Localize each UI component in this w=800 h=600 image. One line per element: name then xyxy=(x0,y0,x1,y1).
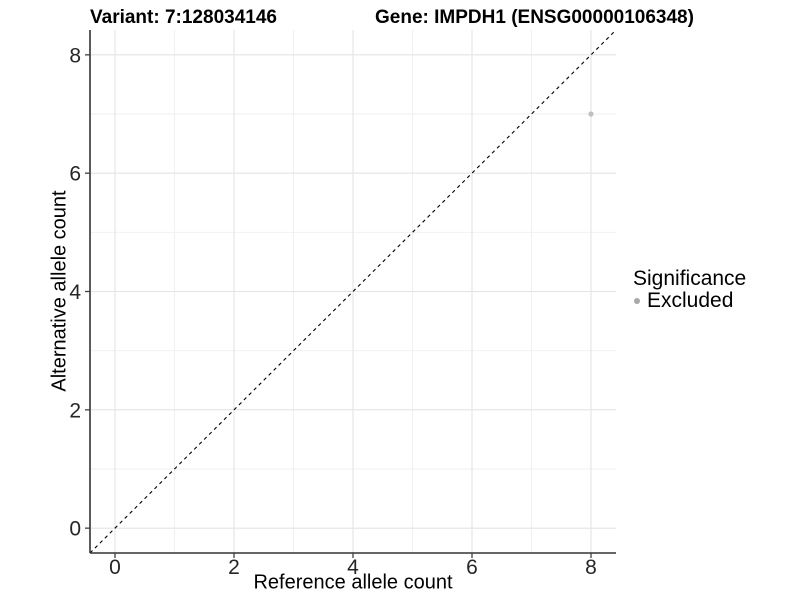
x-tick-label: 8 xyxy=(585,556,597,579)
x-axis-title: Reference allele count xyxy=(253,571,453,594)
legend-item-excluded: Excluded xyxy=(633,289,746,312)
x-tick-label: 0 xyxy=(109,556,121,579)
legend-title: Significance xyxy=(633,267,747,290)
y-tick-label: 2 xyxy=(69,399,81,422)
legend-swatch-dot-icon xyxy=(634,298,640,304)
y-tick-label: 6 xyxy=(69,163,81,186)
x-tick-label: 6 xyxy=(466,556,478,579)
y-tick-label: 0 xyxy=(69,518,81,541)
plot-title-variant: Variant: 7:128034146 xyxy=(90,7,277,28)
legend: Significance Excluded xyxy=(633,267,747,313)
x-tick-label: 2 xyxy=(228,556,240,579)
identity-line xyxy=(89,29,617,554)
legend-item-label: Excluded xyxy=(647,289,734,312)
y-tick-label: 8 xyxy=(69,44,81,67)
x-tick-label: 4 xyxy=(347,556,359,579)
plot-title-gene: Gene: IMPDH1 (ENSG00000106348) xyxy=(375,7,694,28)
data-point xyxy=(588,111,594,117)
y-tick-label: 4 xyxy=(69,281,81,304)
y-axis-title: Alternative allele count xyxy=(48,190,71,392)
